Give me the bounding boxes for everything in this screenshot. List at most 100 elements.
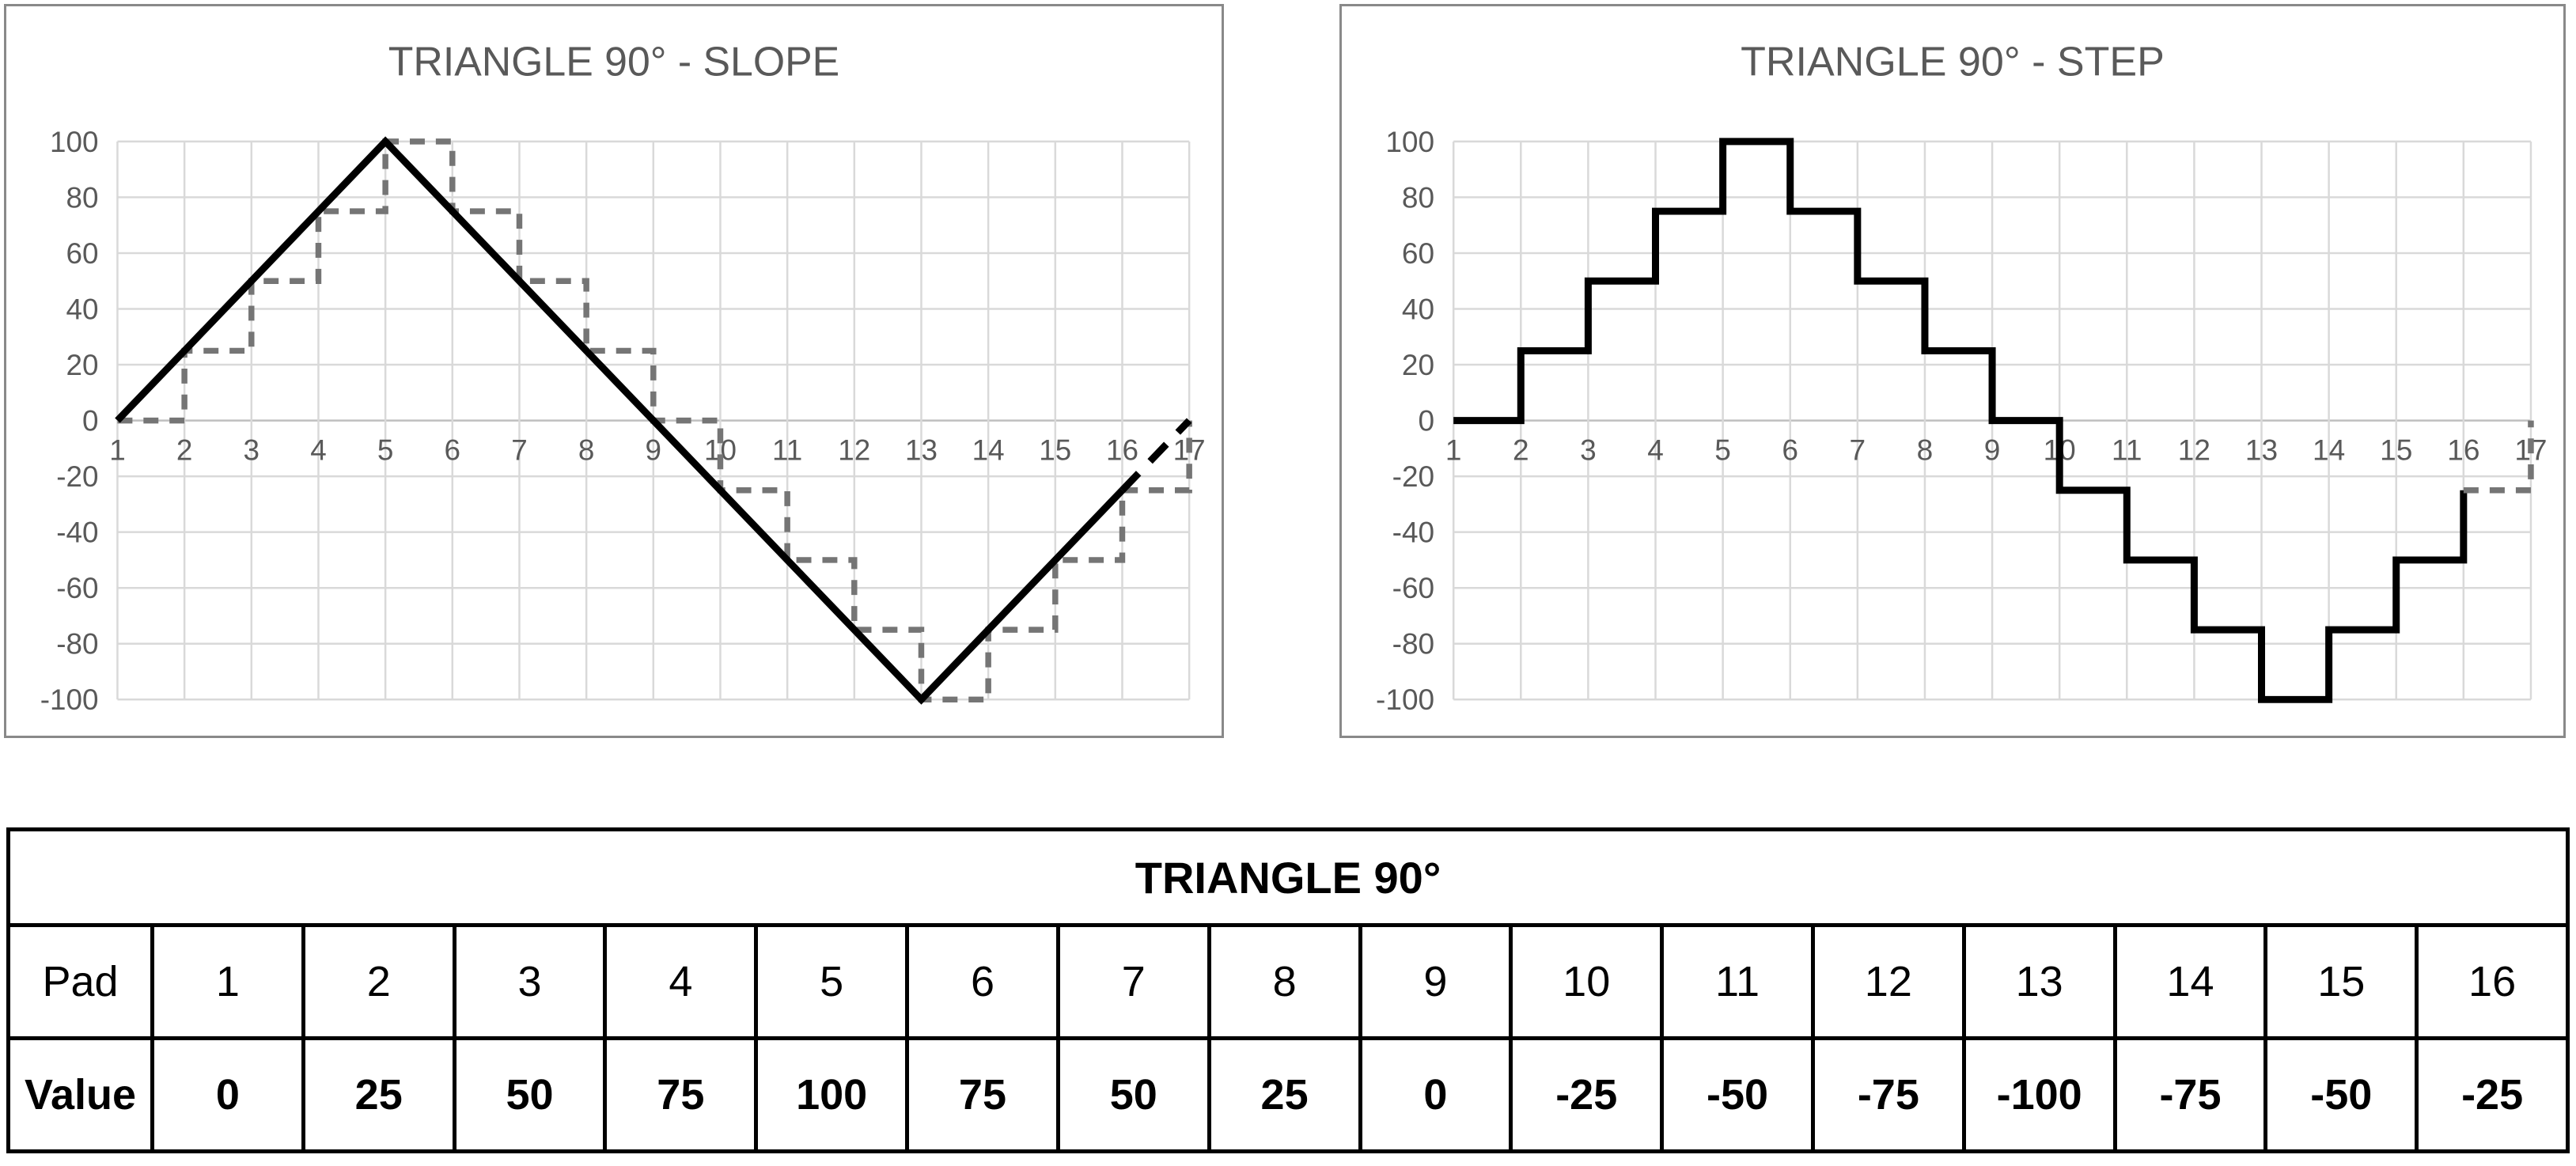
x-tick-label: 13	[905, 433, 938, 466]
pad-cell: 4	[603, 923, 759, 1040]
y-tick-label: -100	[40, 683, 99, 716]
pad-cell: 16	[2415, 923, 2570, 1040]
row-label-pad: Pad	[6, 923, 154, 1040]
value-cell: 25	[1207, 1036, 1362, 1153]
pad-cell: 2	[301, 923, 456, 1040]
x-tick-label: 4	[1647, 433, 1664, 466]
pad-row: Pad 1 2 3 4 5 6 7 8 9 10 11 12 13 14 15 …	[6, 923, 2570, 1040]
y-tick-label: -20	[56, 460, 98, 493]
pad-cell: 7	[1055, 923, 1211, 1040]
x-tick-label: 12	[2178, 433, 2210, 466]
x-tick-label: 15	[2380, 433, 2412, 466]
value-cell: 75	[603, 1036, 759, 1153]
x-tick-label: 5	[1714, 433, 1731, 466]
value-cell: -75	[1810, 1036, 1966, 1153]
y-tick-label: -60	[56, 572, 98, 604]
x-tick-label: 16	[1106, 433, 1138, 466]
step-chart-title: TRIANGLE 90° - STEP	[1741, 39, 2165, 85]
x-tick-label: 8	[578, 433, 594, 466]
y-tick-label: -60	[1392, 572, 1435, 604]
row-label-value: Value	[6, 1036, 154, 1153]
y-tick-label: 40	[1402, 293, 1434, 326]
x-tick-label: 5	[377, 433, 393, 466]
x-tick-label: 2	[1513, 433, 1529, 466]
x-tick-label: 11	[772, 433, 802, 466]
value-cell: 0	[150, 1036, 305, 1153]
x-tick-label: 13	[2245, 433, 2278, 466]
series-group	[115, 136, 1192, 705]
pad-cell: 15	[2263, 923, 2419, 1040]
x-tick-label: 7	[511, 433, 527, 466]
y-tick-label: -20	[1392, 460, 1435, 493]
pad-cell: 3	[452, 923, 608, 1040]
value-cell: -50	[1660, 1036, 1815, 1153]
value-cell: -25	[2415, 1036, 2570, 1153]
y-tick-label: 100	[50, 126, 98, 158]
value-cell: -100	[1961, 1036, 2117, 1153]
y-tick-label: 60	[1402, 237, 1434, 270]
series-slope	[115, 136, 1125, 705]
table-title-row: TRIANGLE 90°	[6, 827, 2570, 927]
y-tick-label: 0	[82, 405, 98, 437]
x-tick-label: 9	[1984, 433, 2001, 466]
y-tick-label: 100	[1385, 126, 1434, 158]
x-tick-label: 3	[1580, 433, 1597, 466]
x-tick-label: 1	[1445, 433, 1462, 466]
y-tick-label: -100	[1376, 683, 1434, 716]
x-tick-label: 14	[2313, 433, 2345, 466]
value-cell: 50	[1055, 1036, 1211, 1153]
pad-cell: 13	[1961, 923, 2117, 1040]
x-tick-label: 4	[310, 433, 326, 466]
pad-cell: 8	[1207, 923, 1362, 1040]
step-chart-panel: 100 80 60 40 20 0 -20 -40 -60 -80 -100 1 2 3 4 5 6 7 8 9 10 1…	[1339, 4, 2566, 738]
series-step-wrap-to-next-cycle	[2463, 420, 2534, 494]
pad-cell: 1	[150, 923, 305, 1040]
y-tick-label: 0	[1419, 405, 1435, 437]
series-group	[1453, 138, 2534, 703]
x-tick-label: 6	[445, 433, 460, 466]
pad-cell: 14	[2112, 923, 2268, 1040]
value-cell: 75	[905, 1036, 1060, 1153]
y-tick-label: 20	[1402, 349, 1434, 381]
value-cell: 0	[1358, 1036, 1513, 1153]
value-row: Value 0 25 50 75 100 75 50 25 0 -25 -50 …	[6, 1036, 2570, 1153]
slope-chart-panel: 100 80 60 40 20 0 -20 -40 -60 -80 -100 1 2 3 4 5 6 7 8 9 10 1…	[4, 4, 1224, 738]
pad-cell: 9	[1358, 923, 1513, 1040]
series-slope-wrap-to-next-cycle	[1119, 418, 1192, 493]
slope-chart-title: TRIANGLE 90° - SLOPE	[388, 38, 839, 84]
x-tick-label: 11	[2112, 433, 2142, 466]
y-tick-label: 40	[66, 293, 99, 325]
table-title: TRIANGLE 90°	[6, 827, 2570, 927]
pad-cell: 5	[754, 923, 910, 1040]
x-tick-label: 8	[1917, 433, 1934, 466]
x-tick-label: 16	[2447, 433, 2479, 466]
y-tick-label: -40	[1392, 517, 1435, 549]
x-tick-label: 9	[646, 433, 661, 466]
pad-value-table: TRIANGLE 90° Pad 1 2 3 4 5 6 7 8 9 10 11…	[6, 827, 2570, 1153]
y-tick-label: 80	[1402, 181, 1434, 214]
x-tick-label: 14	[972, 433, 1005, 466]
x-tick-label: 15	[1039, 433, 1071, 466]
x-tick-label: 1	[109, 433, 125, 466]
value-cell: 25	[301, 1036, 456, 1153]
pad-cell: 10	[1509, 923, 1665, 1040]
value-cell: 50	[452, 1036, 608, 1153]
x-tick-label: 6	[1782, 433, 1798, 466]
value-cell: -50	[2263, 1036, 2419, 1153]
y-tick-label: -80	[56, 628, 98, 661]
x-tick-label: 2	[176, 433, 192, 466]
y-tick-label: -80	[1392, 628, 1435, 661]
series-step	[1453, 138, 2468, 703]
pad-cell: 6	[905, 923, 1060, 1040]
y-tick-label: 80	[66, 181, 99, 214]
pad-cell: 11	[1660, 923, 1815, 1040]
x-tick-label: 12	[838, 433, 870, 466]
value-cell: -75	[2112, 1036, 2268, 1153]
y-tick-label: -40	[56, 517, 98, 549]
x-tick-label: 3	[244, 433, 259, 466]
